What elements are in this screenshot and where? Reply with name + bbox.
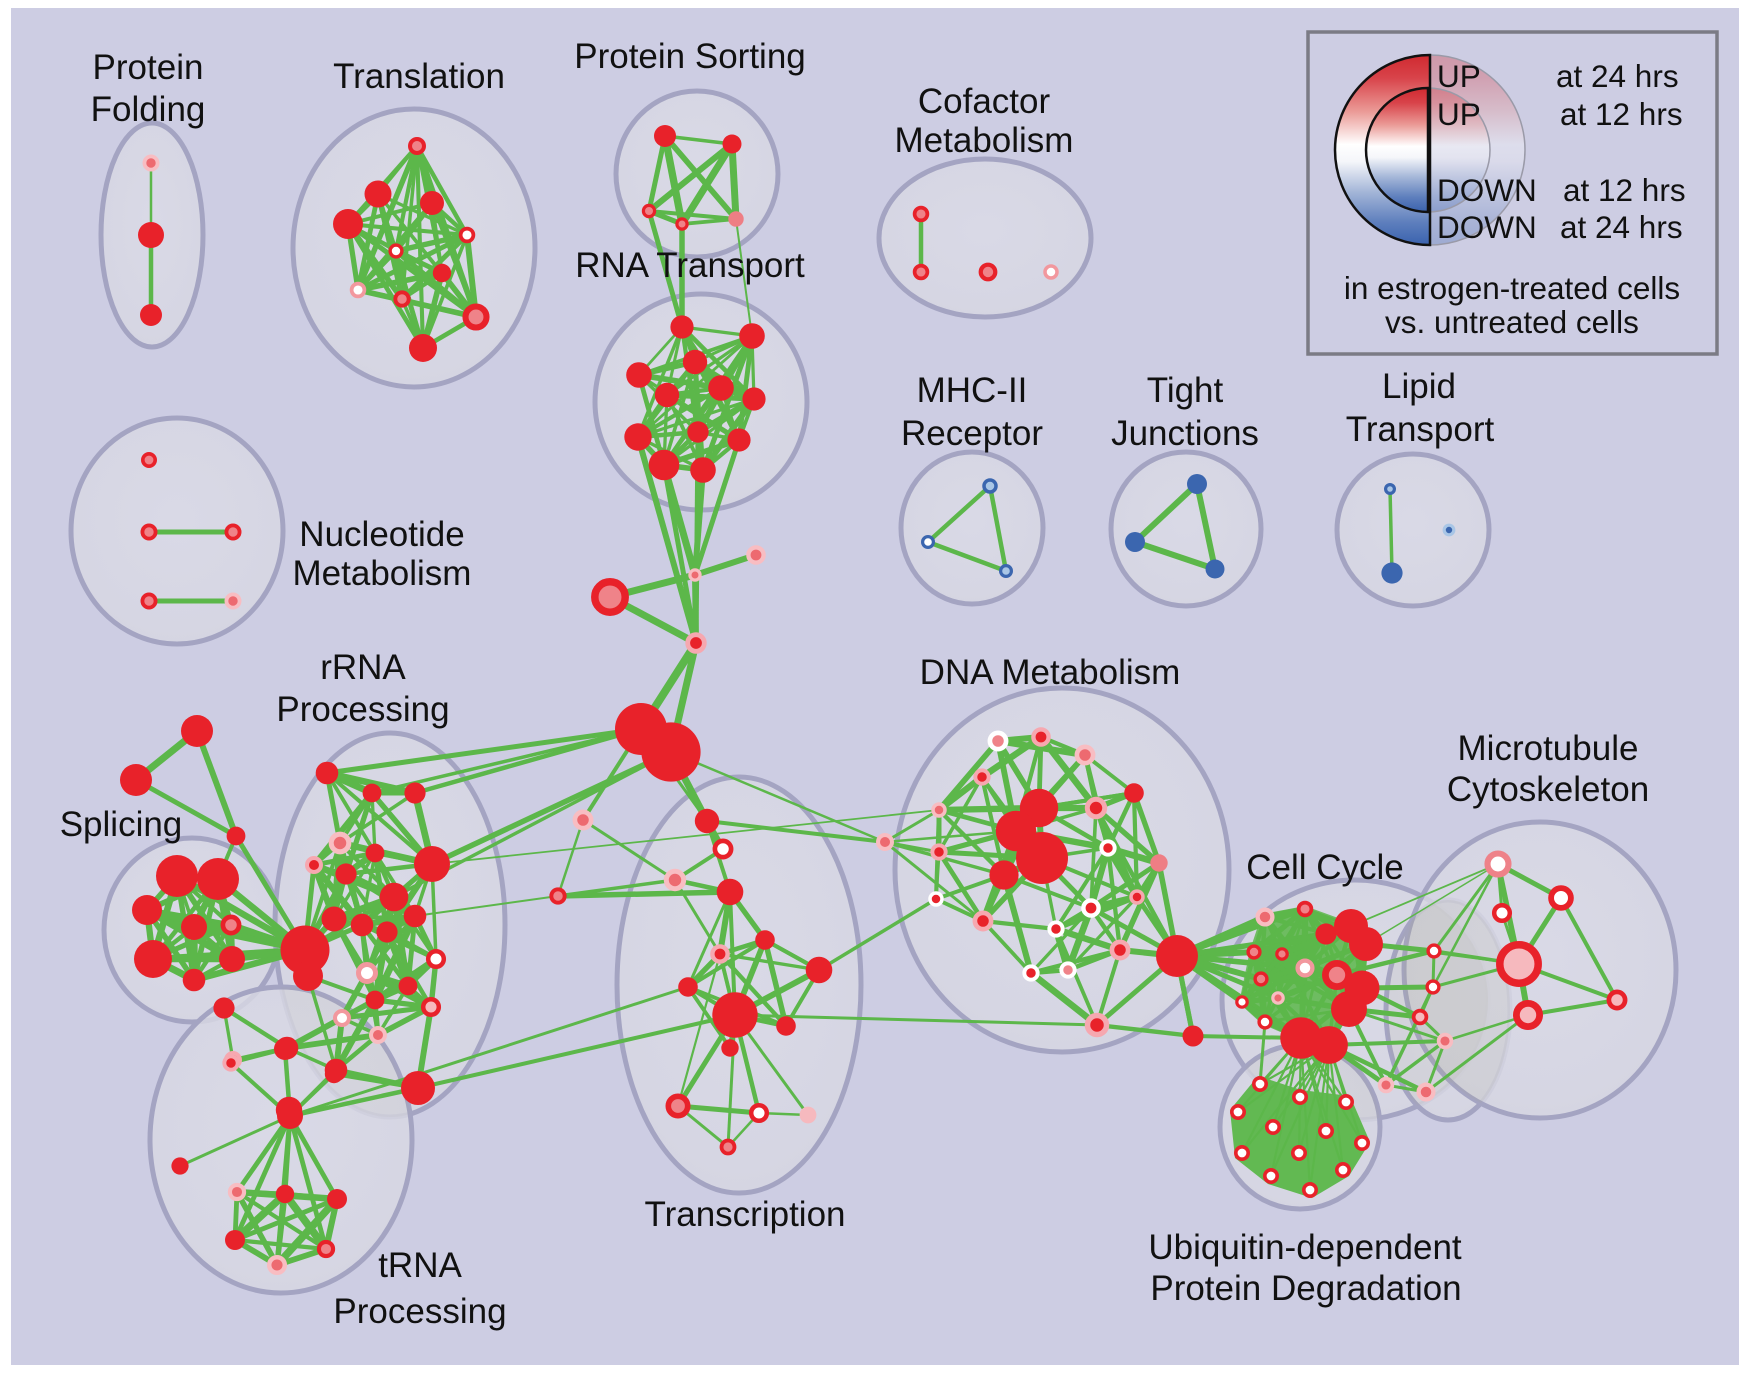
svg-text:Folding: Folding [91, 90, 206, 129]
svg-text:at 12 hrs: at 12 hrs [1563, 172, 1686, 208]
svg-text:DNA Metabolism: DNA Metabolism [920, 653, 1181, 692]
svg-text:at 12 hrs: at 12 hrs [1560, 96, 1683, 132]
svg-text:RNA Transport: RNA Transport [575, 246, 805, 285]
svg-text:Cell Cycle: Cell Cycle [1246, 848, 1404, 887]
svg-text:tRNA: tRNA [378, 1246, 462, 1285]
svg-text:Processing: Processing [333, 1292, 506, 1331]
svg-text:DOWN: DOWN [1437, 172, 1537, 208]
svg-text:at 24 hrs: at 24 hrs [1556, 58, 1679, 94]
svg-text:Protein Sorting: Protein Sorting [574, 37, 806, 76]
svg-text:Splicing: Splicing [60, 805, 183, 844]
svg-text:Junctions: Junctions [1111, 414, 1259, 453]
svg-text:at 24 hrs: at 24 hrs [1560, 209, 1683, 245]
svg-text:Microtubule: Microtubule [1458, 729, 1639, 768]
svg-text:Lipid: Lipid [1382, 367, 1456, 406]
svg-text:Metabolism: Metabolism [895, 121, 1074, 160]
svg-text:Transport: Transport [1346, 410, 1495, 449]
svg-text:Protein: Protein [93, 48, 204, 87]
svg-text:Receptor: Receptor [901, 414, 1043, 453]
svg-text:Cofactor: Cofactor [918, 82, 1051, 121]
svg-text:Transcription: Transcription [645, 1195, 846, 1234]
svg-text:in estrogen-treated cells: in estrogen-treated cells [1344, 270, 1680, 306]
svg-text:DOWN: DOWN [1437, 209, 1537, 245]
svg-text:Tight: Tight [1147, 371, 1224, 410]
svg-text:rRNA: rRNA [320, 648, 406, 687]
svg-text:UP: UP [1437, 96, 1481, 132]
svg-text:Translation: Translation [333, 57, 505, 96]
svg-text:Metabolism: Metabolism [293, 554, 472, 593]
svg-text:Ubiquitin-dependent: Ubiquitin-dependent [1148, 1228, 1462, 1267]
svg-text:Cytoskeleton: Cytoskeleton [1447, 770, 1649, 809]
svg-text:vs. untreated cells: vs. untreated cells [1385, 304, 1639, 340]
svg-text:Nucleotide: Nucleotide [299, 515, 464, 554]
svg-text:Protein Degradation: Protein Degradation [1150, 1269, 1461, 1308]
svg-text:Processing: Processing [276, 690, 449, 729]
svg-text:UP: UP [1437, 58, 1481, 94]
svg-text:MHC-II: MHC-II [917, 371, 1028, 410]
